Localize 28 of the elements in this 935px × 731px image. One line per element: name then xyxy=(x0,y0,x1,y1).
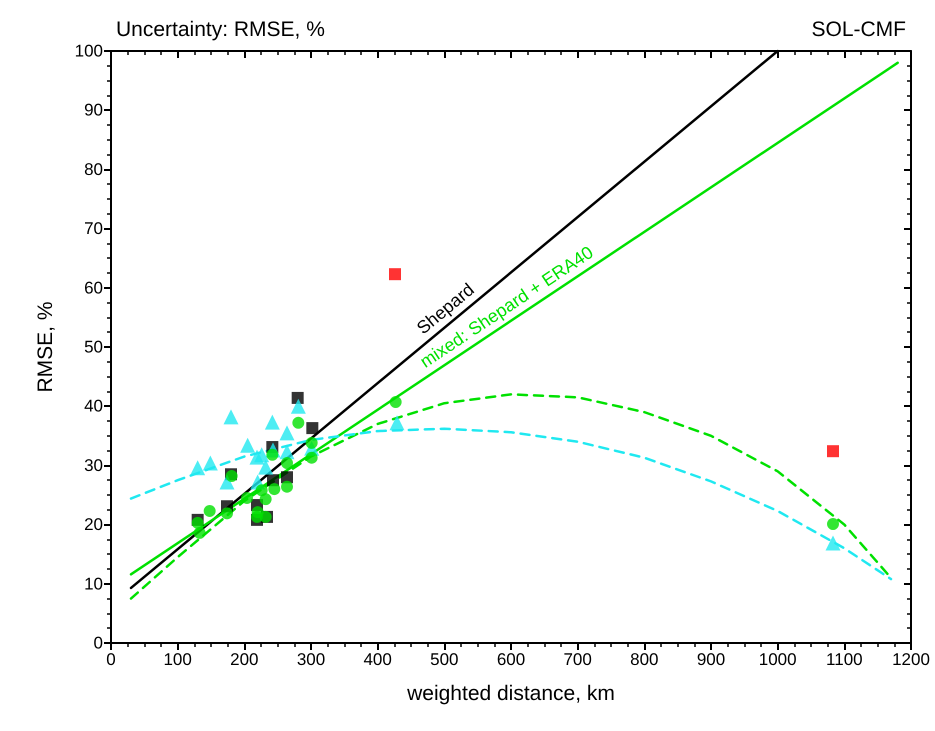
y-tick-label: 50 xyxy=(84,338,103,356)
y-tick-label: 30 xyxy=(84,456,103,475)
y-tick-label: 90 xyxy=(84,100,103,120)
x-tick-label: 400 xyxy=(363,650,392,669)
y-tick-label: 20 xyxy=(84,515,103,534)
y-tick-label: 80 xyxy=(84,160,103,179)
chart-subtitle: SOL-CMF xyxy=(812,18,906,41)
x-tick-label: 0 xyxy=(106,650,116,669)
x-tick-label: 300 xyxy=(296,650,326,669)
y-axis-title: RMSE, % xyxy=(34,301,57,393)
x-tick-label: 800 xyxy=(630,650,659,669)
y-tick-label: 0 xyxy=(94,634,103,652)
x-axis-title: weighted distance, km xyxy=(406,682,615,705)
x-tick-label: 600 xyxy=(496,650,526,669)
y-tick-label: 60 xyxy=(84,278,103,298)
y-tick-label: 100 xyxy=(74,42,103,60)
x-tick-label: 500 xyxy=(430,650,459,669)
x-tick-label: 100 xyxy=(163,650,192,669)
x-tick-label: 1000 xyxy=(758,650,797,669)
x-tick-label: 900 xyxy=(696,650,726,669)
x-tick-label: 200 xyxy=(230,650,259,669)
x-tick-label: 1200 xyxy=(892,650,930,669)
y-tick-label: 70 xyxy=(84,219,103,238)
x-tick-label: 1100 xyxy=(826,650,863,669)
y-tick-label: 10 xyxy=(84,574,103,594)
chart-title: Uncertainty: RMSE, % xyxy=(116,18,325,41)
x-tick-label: 700 xyxy=(563,650,592,669)
y-tick-label: 40 xyxy=(84,396,103,416)
